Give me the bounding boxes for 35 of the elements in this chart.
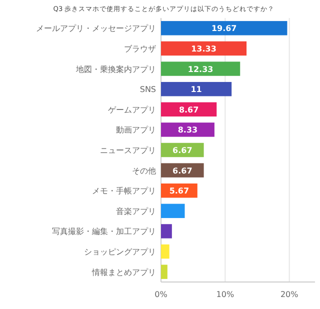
bar	[161, 163, 204, 178]
data-label: 5.67	[169, 186, 190, 196]
y-tick-label: 動画アプリ	[116, 126, 156, 135]
y-tick-label: SNS	[140, 85, 156, 94]
bar	[161, 41, 247, 56]
data-label: 12.33	[188, 64, 214, 74]
bar	[161, 62, 240, 76]
data-label: 6.67	[172, 166, 192, 176]
data-label: 8.67	[178, 105, 199, 114]
y-tick-label: 地図・乗換案内アプリ	[75, 64, 156, 74]
y-tick-label: 音楽アプリ	[116, 206, 156, 216]
x-tick-label: 20%	[280, 290, 299, 299]
bar	[161, 264, 168, 279]
bar	[161, 82, 232, 96]
bar	[161, 224, 172, 238]
data-label: 11	[190, 85, 202, 94]
data-label: 8.33	[178, 126, 198, 135]
y-tick-label: ショッピングアプリ	[84, 248, 156, 257]
y-tick-label: メモ・手帳アプリ	[92, 186, 156, 196]
y-tick-label: ゲームアプリ	[108, 105, 156, 114]
y-tick-label: メールアプリ・メッセージアプリ	[36, 24, 156, 34]
x-tick-label: 10%	[216, 290, 234, 299]
y-tick-label: ブラウザ	[124, 44, 156, 54]
bar	[161, 21, 288, 36]
bar	[161, 204, 185, 218]
data-label: 13.33	[191, 44, 216, 54]
y-tick-label: 情報まとめアプリ	[91, 268, 156, 277]
y-tick-label: その他	[132, 166, 156, 176]
y-tick-label: ニュースアプリ	[100, 146, 156, 155]
x-tick-label: 0%	[154, 290, 168, 299]
data-label: 19.67	[211, 24, 237, 34]
bar	[161, 122, 214, 137]
y-tick-label: 写真撮影・編集・加工アプリ	[52, 227, 156, 236]
data-label: 6.67	[172, 146, 192, 155]
bar	[161, 244, 170, 259]
